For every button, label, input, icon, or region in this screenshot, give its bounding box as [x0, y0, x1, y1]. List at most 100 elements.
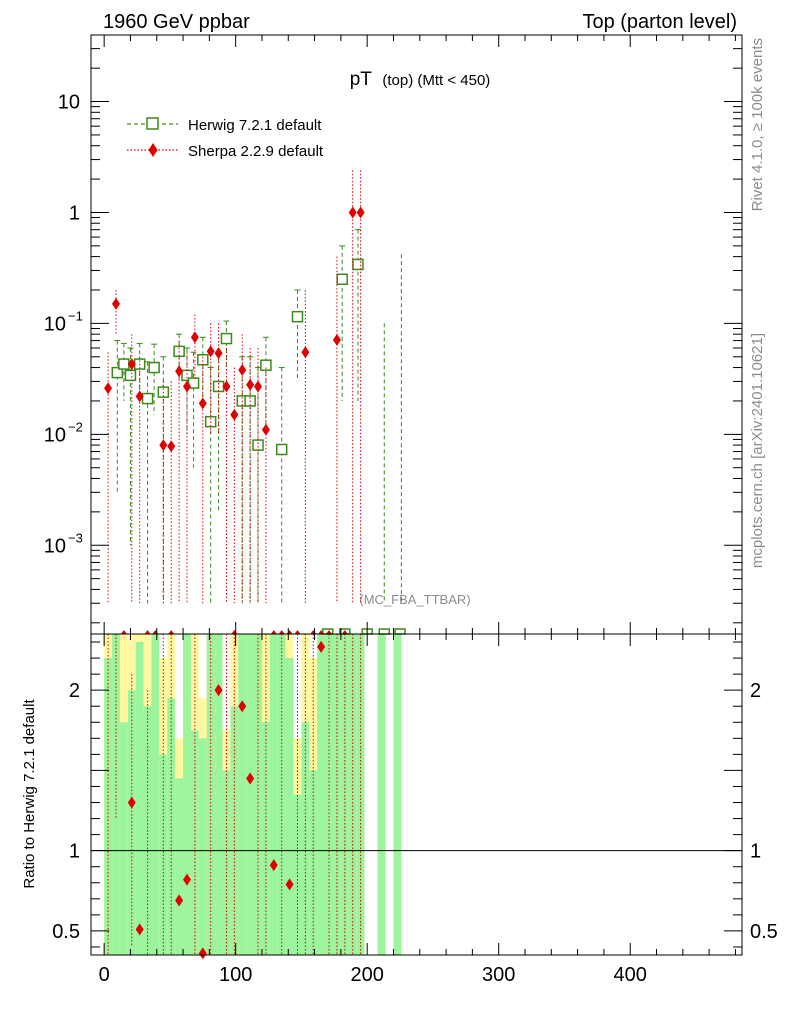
- plot-title-sub: (top) (Mtt < 450): [382, 72, 490, 89]
- sherpa-point-17: [261, 423, 270, 436]
- herwig-bottom-marker-3: [378, 628, 391, 635]
- legend-sherpa-marker: [148, 143, 158, 157]
- legend: Herwig 7.2.1 default Sherpa 2.2.9 defaul…: [127, 117, 324, 160]
- x-tick-label-4: 400: [614, 964, 647, 986]
- herwig-bottom-marker-4: [394, 628, 406, 635]
- ratio-band-inner-33: [377, 634, 386, 955]
- rivet-label: Rivet 4.1.0, ≥ 100k events: [749, 38, 766, 211]
- ratio-band-inner-18: [246, 634, 255, 955]
- sherpa-point-18: [301, 346, 310, 359]
- ratio-band-inner-19: [254, 634, 262, 955]
- ratio-band-inner-31: [348, 634, 357, 955]
- ratio-point-0: [127, 796, 136, 809]
- sherpa-bottom-marker-4: [231, 630, 238, 634]
- ratio-band-inner-10: [183, 634, 191, 955]
- ratio-point-7: [246, 772, 255, 785]
- herwig-point-21: [352, 258, 364, 271]
- sherpa-point-7: [183, 380, 192, 393]
- ratio-band-inner-32: [356, 634, 365, 955]
- sherpa-point-14: [238, 364, 247, 377]
- ratio-band-inner-4: [135, 642, 144, 955]
- sherpa-point-20: [348, 206, 357, 219]
- herwig-point-17: [260, 359, 272, 371]
- sherpa-bottom-marker-6: [278, 630, 285, 634]
- herwig-point-4: [141, 392, 154, 405]
- sherpa-bottom-marker-8: [294, 630, 301, 634]
- ratio-band-inner-27: [317, 634, 326, 955]
- sherpa-point-3: [135, 390, 144, 403]
- ratio-bands: [104, 634, 402, 955]
- herwig-point-13: [220, 332, 233, 345]
- sherpa-point-2: [127, 358, 136, 371]
- ratio-y-tick-label-right-2: 2: [750, 680, 761, 702]
- ratio-band-inner-2: [119, 722, 128, 955]
- ratio-point-5: [214, 684, 223, 697]
- ratio-band-inner-13: [206, 634, 215, 955]
- ratio-band-inner-29: [332, 634, 341, 955]
- herwig-point-5: [148, 361, 160, 374]
- sherpa-point-19: [332, 333, 341, 346]
- sherpa-bottom-marker-5: [270, 630, 277, 634]
- sherpa-point-5: [167, 440, 176, 453]
- x-tick-label-0: 0: [99, 964, 110, 986]
- sherpa-bottom-marker-2: [152, 630, 159, 634]
- ratio-y-tick-label-right-0: 0.5: [750, 921, 778, 943]
- main-y-tick-label-2: 10: [44, 313, 66, 335]
- ratio-band-inner-22: [277, 634, 286, 955]
- ratio-band-inner-25: [301, 722, 310, 955]
- sherpa-point-11: [214, 347, 223, 360]
- sherpa-point-10: [206, 345, 215, 358]
- plot-title: pT (top) (Mtt < 450): [350, 69, 491, 90]
- legend-herwig-label: Herwig 7.2.1 default: [188, 117, 322, 134]
- main-y-tick-label-1: 1: [69, 202, 80, 224]
- herwig-point-10: [197, 354, 209, 366]
- sherpa-point-6: [175, 365, 184, 378]
- ratio-y-tick-label-left-0: 0.5: [52, 921, 80, 943]
- ratio-band-inner-23: [285, 658, 294, 955]
- sherpa-bottom-marker-3: [168, 630, 175, 634]
- main-y-tick-label-0: 10: [58, 92, 80, 114]
- sherpa-point-1: [111, 297, 120, 310]
- ratio-frame: [90, 633, 743, 956]
- ratio-band-inner-14: [214, 634, 223, 955]
- ratio-series: [107, 634, 362, 960]
- ratio-y-tick-label-right-1: 1: [750, 841, 761, 863]
- sherpa-point-16: [254, 380, 263, 393]
- sherpa-point-12: [222, 380, 231, 393]
- ratio-point-10: [317, 640, 326, 653]
- header-left: 1960 GeV ppbar: [103, 11, 250, 33]
- watermark: (MC_FBA_TTBAR): [359, 592, 470, 607]
- sherpa-point-9: [198, 397, 207, 410]
- ratio-band-inner-1: [112, 634, 120, 955]
- header-right: Top (parton level): [582, 11, 737, 33]
- herwig-point-20: [336, 273, 348, 286]
- ratio-y-tick-label-left-2: 2: [69, 680, 80, 702]
- herwig-point-0: [111, 366, 124, 379]
- sherpa-point-0: [104, 382, 113, 395]
- ratio-band-inner-34: [393, 634, 402, 955]
- ratio-point-2: [175, 894, 184, 907]
- herwig-point-18: [275, 443, 288, 456]
- x-tick-label-2: 200: [350, 964, 383, 986]
- main-y-tick-label-3: 10: [44, 424, 66, 446]
- ratio-band-inner-21: [269, 634, 278, 955]
- sherpa-bottom-marker-1: [144, 630, 151, 634]
- ratio-band-inner-11: [190, 730, 199, 955]
- sherpa-bottom-marker-9: [310, 630, 317, 634]
- herwig-point-16: [252, 439, 264, 451]
- ratio-band-inner-24: [293, 794, 302, 955]
- ratio-band-inner-28: [325, 634, 333, 955]
- herwig-point-1: [118, 358, 130, 370]
- ratio-band-inner-17: [238, 634, 247, 955]
- ratio-y-label: Ratio to Herwig 7.2.1 default: [21, 699, 38, 889]
- sherpa-series: [104, 170, 365, 634]
- ratio-band-inner-9: [175, 778, 184, 955]
- main-y-tick-exp-2: −1: [68, 308, 83, 323]
- ratio-band-inner-30: [340, 634, 349, 955]
- sherpa-point-4: [159, 439, 168, 452]
- legend-sherpa-label: Sherpa 2.2.9 default: [188, 143, 324, 160]
- x-tick-label-1: 100: [219, 964, 252, 986]
- herwig-point-19: [291, 310, 304, 323]
